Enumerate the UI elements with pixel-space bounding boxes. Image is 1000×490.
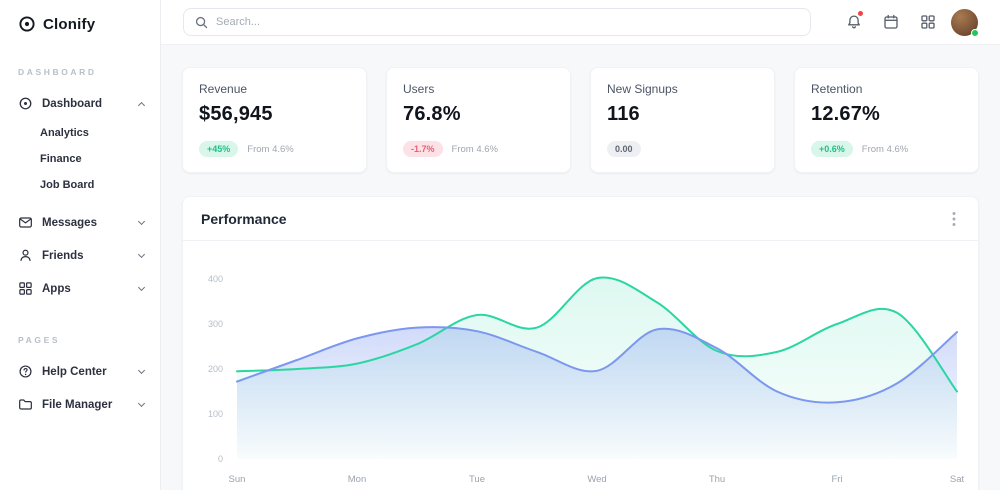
apps-icon <box>18 281 33 296</box>
svg-text:Thu: Thu <box>709 474 725 485</box>
online-status-dot <box>971 28 979 37</box>
notification-dot <box>858 11 863 16</box>
sidebar-subitem-job-board[interactable]: Job Board <box>40 179 95 191</box>
dashboard-content: Revenue $56,945 +45% From 4.6% Users 76.… <box>161 45 1000 490</box>
sidebar-item-label: Dashboard <box>42 97 103 110</box>
sidebar-item-friends[interactable]: Friends <box>0 239 160 272</box>
performance-panel: Performance 0 100 200 300 400 Sun Mon Tue Wed Thu… <box>182 196 979 490</box>
main-area: Revenue $56,945 +45% From 4.6% Users 76.… <box>161 0 1000 490</box>
sidebar-item-label: Help Center <box>42 365 107 378</box>
svg-text:Mon: Mon <box>348 474 366 485</box>
bell-icon <box>848 15 860 29</box>
section-label-dashboard: DASHBOARD <box>18 67 97 77</box>
grid-icon <box>921 15 935 29</box>
notifications-button[interactable] <box>840 8 868 36</box>
svg-text:300: 300 <box>208 319 223 329</box>
sidebar-item-help-center[interactable]: Help Center <box>0 355 160 388</box>
svg-text:400: 400 <box>208 274 223 284</box>
performance-panel-header: Performance <box>183 197 978 241</box>
calendar-icon <box>884 14 898 29</box>
chevron-down-icon <box>137 399 146 407</box>
stat-card-revenue[interactable]: Revenue $56,945 +45% From 4.6% <box>182 67 367 173</box>
section-label-pages: PAGES <box>18 335 61 345</box>
sidebar-item-messages[interactable]: Messages <box>0 206 160 239</box>
stat-note: From 4.6% <box>247 143 294 155</box>
friends-icon <box>18 248 33 263</box>
status-badge: +0.6% <box>811 141 853 157</box>
svg-text:0: 0 <box>218 454 223 464</box>
top-bar <box>161 0 1000 45</box>
search-input[interactable] <box>216 16 799 28</box>
stat-title: Retention <box>811 82 863 96</box>
svg-text:Wed: Wed <box>587 474 606 485</box>
sidebar-item-apps[interactable]: Apps <box>0 272 160 305</box>
stat-note: From 4.6% <box>451 143 498 155</box>
svg-text:200: 200 <box>208 364 223 374</box>
svg-text:Fri: Fri <box>831 474 842 485</box>
search-box[interactable] <box>183 8 811 36</box>
status-badge: -1.7% <box>403 141 443 157</box>
status-badge: 0.00 <box>607 141 641 157</box>
sidebar-item-dashboard[interactable]: Dashboard <box>0 87 160 120</box>
stat-title: Users <box>403 82 435 96</box>
stat-title: New Signups <box>607 82 678 96</box>
stat-value: 116 <box>607 103 640 125</box>
sidebar-subitem-finance[interactable]: Finance <box>40 153 82 165</box>
calendar-button[interactable] <box>877 8 905 36</box>
brand-name: Clonify <box>43 15 96 33</box>
chevron-down-icon <box>137 217 146 225</box>
help-icon <box>18 364 33 379</box>
stat-note: From 4.6% <box>861 143 909 155</box>
messages-icon <box>18 215 33 230</box>
clonify-logo-icon <box>18 15 36 33</box>
chevron-down-icon <box>137 250 146 258</box>
stat-value: 76.8% <box>403 103 461 125</box>
svg-text:100: 100 <box>208 409 223 419</box>
chevron-down-icon <box>137 283 146 291</box>
dashboard-icon <box>18 96 33 111</box>
sidebar-item-label: File Manager <box>42 398 113 411</box>
chart-area: 0 100 200 300 400 Sun Mon Tue Wed Thu Fri Sat <box>183 241 978 490</box>
header-actions <box>840 8 979 37</box>
sidebar-item-label: Apps <box>42 282 71 295</box>
search-icon <box>195 16 208 29</box>
kebab-menu-icon[interactable] <box>948 209 960 229</box>
stat-card-users[interactable]: Users 76.8% -1.7% From 4.6% <box>386 67 571 173</box>
chevron-down-icon <box>137 366 146 374</box>
brand-logo[interactable]: Clonify <box>0 0 160 51</box>
chevron-up-icon <box>137 101 146 109</box>
stat-cards-row: Revenue $56,945 +45% From 4.6% Users 76.… <box>182 67 979 173</box>
sidebar-subitem-analytics[interactable]: Analytics <box>40 127 89 139</box>
performance-chart: 0 100 200 300 400 Sun Mon Tue Wed Thu Fri Sat <box>208 274 965 485</box>
folder-icon <box>18 397 33 412</box>
sidebar-item-file-manager[interactable]: File Manager <box>0 388 160 421</box>
sidebar-item-label: Friends <box>42 249 84 262</box>
status-badge: +45% <box>199 141 239 157</box>
svg-text:Sat: Sat <box>950 474 965 485</box>
svg-text:Sun: Sun <box>229 474 246 485</box>
sidebar-item-label: Messages <box>42 216 97 229</box>
panel-title: Performance <box>201 211 287 227</box>
stat-card-retention[interactable]: Retention 12.67% +0.6% From 4.6% <box>794 67 979 173</box>
svg-text:Tue: Tue <box>469 474 485 485</box>
avatar[interactable] <box>951 8 979 37</box>
apps-menu-button[interactable] <box>914 8 942 36</box>
sidebar: Clonify DASHBOARD Dashboard Analytics Fi… <box>0 0 161 490</box>
stat-value: 12.67% <box>811 103 881 125</box>
stat-card-new-signups[interactable]: New Signups 116 0.00 <box>590 67 775 173</box>
stat-value: $56,945 <box>199 103 273 125</box>
stat-title: Revenue <box>199 82 248 96</box>
